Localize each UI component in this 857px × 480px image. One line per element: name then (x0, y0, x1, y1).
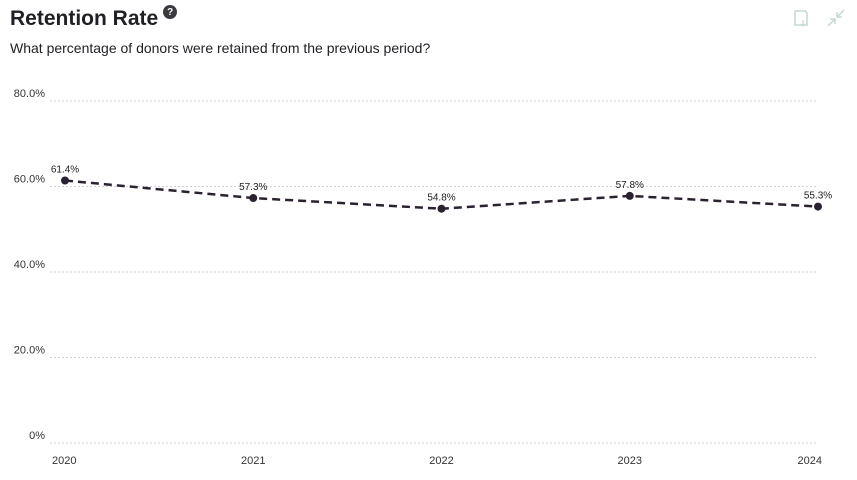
download-icon[interactable] (791, 8, 811, 28)
data-label: 57.3% (239, 182, 267, 193)
y-tick-label: 60.0% (14, 174, 45, 186)
x-tick-label: 2024 (798, 455, 822, 467)
x-tick-label: 2020 (52, 455, 76, 467)
page-title: Retention Rate (10, 7, 159, 30)
data-label: 57.8% (616, 180, 644, 191)
x-tick-label: 2022 (429, 455, 453, 467)
data-label: 54.8% (427, 193, 455, 204)
x-tick-label: 2023 (618, 455, 642, 467)
collapse-icon[interactable] (826, 8, 846, 28)
data-point (61, 176, 69, 185)
question-circle-icon[interactable]: ? (163, 5, 178, 19)
data-point (249, 194, 258, 203)
y-tick-label: 80.0% (14, 88, 45, 100)
data-label: 61.4% (51, 165, 79, 176)
data-point (437, 204, 446, 213)
y-tick-label: 40.0% (14, 259, 45, 271)
chart-subtitle: What percentage of donors were retained … (10, 40, 431, 56)
y-tick-label: 20.0% (14, 345, 45, 357)
y-tick-label: 0% (29, 430, 45, 442)
x-tick-label: 2021 (241, 455, 265, 467)
data-point (814, 202, 822, 211)
data-label: 55.3% (804, 191, 832, 202)
data-point (625, 191, 634, 200)
chart-title-row: Retention Rate ? (10, 5, 178, 31)
